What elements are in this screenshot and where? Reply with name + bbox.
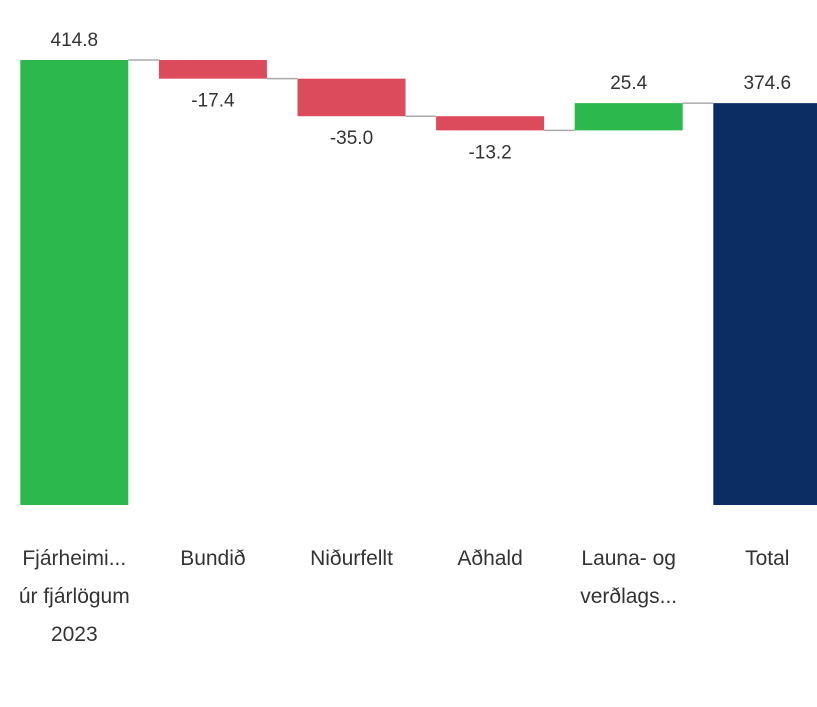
bar	[574, 103, 683, 131]
value-label: -17.4	[191, 91, 235, 112]
value-label: -35.0	[330, 128, 373, 149]
category-label: Fjárheimi... úr fjárlögum 2023	[18, 547, 130, 646]
value-label: -13.2	[468, 142, 511, 163]
value-label: 414.8	[51, 30, 99, 51]
category-label: Launa- og verðlags...	[580, 547, 678, 608]
category-label: Niðurfellt	[310, 547, 393, 570]
category-label: Total	[745, 547, 790, 570]
bar	[297, 78, 406, 117]
category-label: Bundið	[180, 547, 246, 570]
bar	[20, 60, 129, 505]
bar	[713, 103, 817, 506]
bar	[158, 60, 267, 79]
value-label: 25.4	[610, 73, 647, 94]
bar	[436, 116, 545, 131]
category-label: Aðhald	[457, 547, 523, 570]
value-label: 374.6	[744, 73, 792, 94]
